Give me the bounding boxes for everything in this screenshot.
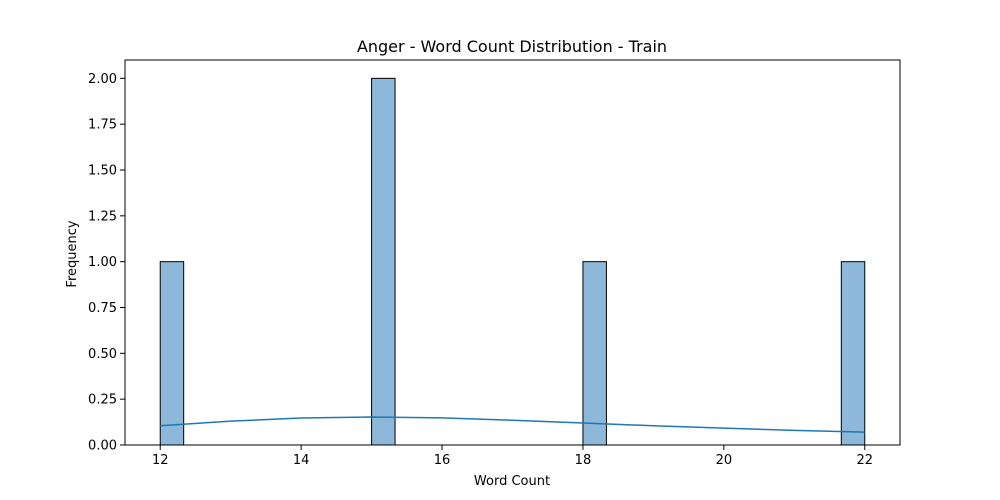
x-tick-label: 20 (716, 453, 733, 468)
y-tick-label: 0.50 (88, 347, 117, 362)
x-tick-label: 14 (293, 453, 310, 468)
y-tick-label: 1.25 (88, 209, 117, 224)
y-tick-label: 1.75 (88, 118, 117, 133)
histogram-bar-3 (840, 261, 866, 446)
histogram-bar-0 (159, 261, 185, 446)
histogram-bar-2 (582, 261, 607, 446)
plot-frame (124, 59, 901, 446)
chart-title: Anger - Word Count Distribution - Train (357, 37, 667, 56)
x-axis: 12 14 16 18 20 22 (152, 445, 873, 468)
y-axis: 0.00 0.25 0.50 0.75 1.00 1.25 1.50 1.75 2.00 (88, 72, 125, 454)
x-tick-label: 18 (575, 453, 592, 468)
y-axis-label: Frequency (65, 220, 80, 287)
kde-layer (160, 416, 865, 433)
y-tick-label: 0.00 (88, 439, 117, 454)
bars-layer (159, 77, 866, 446)
x-axis-label: Word Count (474, 474, 550, 489)
x-tick-label: 16 (434, 453, 451, 468)
y-tick-label: 0.25 (88, 393, 117, 408)
y-tick-label: 1.50 (88, 164, 117, 179)
kde-curve (160, 416, 865, 433)
x-tick-label: 12 (152, 453, 169, 468)
x-tick-label: 22 (856, 453, 873, 468)
y-tick-label: 2.00 (88, 72, 117, 87)
y-tick-label: 1.00 (88, 255, 117, 270)
histogram-bar-1 (371, 77, 396, 446)
y-tick-label: 0.75 (88, 301, 117, 316)
